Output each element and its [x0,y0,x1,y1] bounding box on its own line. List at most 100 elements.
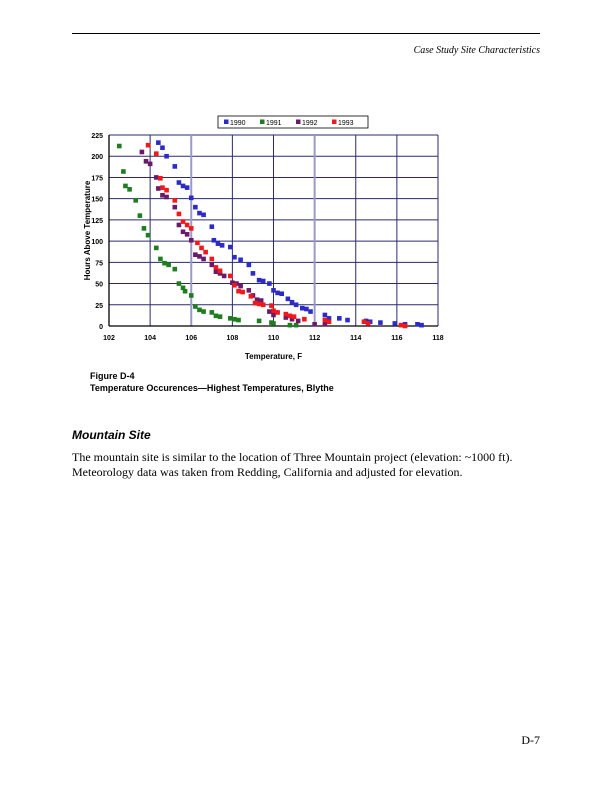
data-point-1992 [213,269,219,274]
data-point-1990 [299,305,305,311]
data-point-1993 [160,185,165,190]
data-point-1990 [209,224,215,229]
data-point-1993 [275,310,280,315]
data-point-1993 [365,321,371,326]
x-tick-label: 106 [185,335,197,342]
data-point-1993 [217,268,223,274]
data-point-1990 [180,183,186,189]
data-point-1991 [228,316,233,321]
x-tick-label: 114 [350,335,361,342]
y-tick-label: 0 [99,324,103,331]
data-point-1992 [322,322,328,327]
data-point-1993 [402,323,408,329]
data-point-1990 [279,291,285,297]
data-point-1990 [160,145,165,151]
legend-box [217,115,369,129]
data-point-1993 [252,300,258,306]
data-point-1992 [147,161,153,167]
data-point-1993 [164,187,169,193]
y-tick-label: 50 [95,282,103,289]
data-point-1990 [211,237,217,243]
data-point-1990 [215,241,221,246]
data-point-1991 [236,317,241,323]
data-point-1993 [269,303,274,308]
data-point-1991 [213,313,219,319]
data-point-1993 [248,293,254,299]
data-point-1993 [398,322,404,328]
data-point-1990 [201,212,206,218]
data-point-1990 [156,140,161,145]
data-point-1990 [337,316,342,321]
data-point-1992 [176,222,182,228]
data-point-1992 [283,315,289,320]
data-point-1991 [180,285,186,291]
data-point-1992 [164,194,169,200]
data-point-1991 [209,310,215,315]
data-point-1992 [254,297,260,302]
data-point-1992 [197,254,202,259]
y-tick-label: 100 [91,239,103,246]
data-point-1990 [308,309,313,314]
data-point-1990 [228,244,233,250]
data-point-1990 [392,321,398,326]
data-point-1992 [153,175,159,180]
data-point-1991 [141,226,147,231]
data-point-1991 [121,169,126,174]
data-point-1991 [127,187,132,192]
data-point-1993 [326,319,332,325]
y-tick-label: 75 [95,260,103,267]
data-point-1990 [304,306,309,312]
x-tick-label: 112 [309,335,320,342]
data-point-1992 [160,192,165,198]
data-point-1990 [289,299,295,305]
legend-marker-1990 [224,119,229,124]
data-point-1990 [172,164,178,169]
data-point-1993 [188,226,194,231]
data-point-1992 [267,309,272,314]
data-point-1993 [361,319,367,325]
y-axis-label: Hours Above Temperature [83,180,92,280]
data-point-1992 [289,316,295,322]
data-point-1991 [182,288,188,294]
y-tick-label: 150 [91,197,103,204]
data-point-1991 [193,304,198,309]
data-point-1992 [230,280,235,286]
x-tick-label: 102 [103,335,115,342]
data-point-1991 [256,318,262,324]
data-point-1993 [195,240,200,246]
data-point-1993 [232,282,237,288]
data-point-1990 [378,320,383,325]
data-point-1991 [271,321,276,326]
section-heading: Mountain Site [72,428,151,442]
data-point-1993 [184,222,190,228]
data-point-1991 [197,307,202,313]
data-point-1993 [322,317,328,323]
data-point-1990 [285,296,291,302]
x-tick-label: 118 [432,335,443,342]
data-point-1990 [322,312,328,318]
data-point-1993 [236,288,241,294]
legend-marker-1992 [296,119,301,124]
legend-marker-1993 [332,119,337,124]
data-point-1992 [188,237,194,243]
data-point-1991 [188,293,194,298]
data-point-1992 [238,283,243,289]
data-point-1991 [137,213,143,218]
x-tick-label: 104 [144,335,156,342]
legend-label-1990: 1990 [230,120,246,127]
data-point-1991 [232,316,237,322]
data-point-1993 [176,211,182,217]
data-point-1991 [201,309,206,314]
data-point-1993 [209,256,215,262]
data-point-1992 [209,262,215,268]
data-point-1991 [172,266,178,272]
data-point-1990 [271,288,276,293]
data-point-1991 [153,245,159,251]
data-point-1990 [164,153,169,159]
data-point-1993 [203,249,208,255]
data-point-1992 [258,298,264,303]
section-paragraph: The mountain site is similar to the loca… [72,450,513,479]
x-tick-label: 116 [391,335,402,342]
x-tick-label: 108 [227,335,239,342]
